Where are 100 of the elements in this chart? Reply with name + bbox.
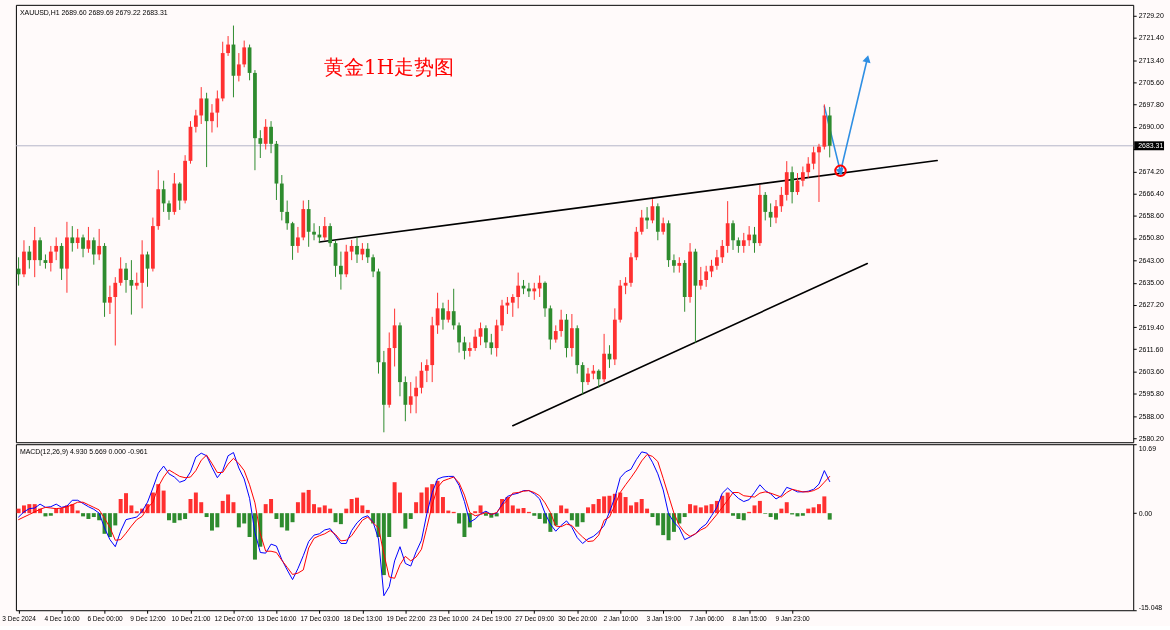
- candlestick: [242, 40, 247, 68]
- bar: [161, 490, 166, 514]
- candlestick: [441, 302, 445, 331]
- candlestick: [408, 381, 413, 414]
- candlestick: [489, 333, 494, 356]
- candlestick: [215, 90, 220, 128]
- candlestick: [193, 109, 198, 133]
- candlestick: [817, 143, 821, 203]
- bar: [682, 513, 687, 518]
- candlestick: [322, 216, 327, 241]
- candlestick: [349, 239, 354, 261]
- candlestick: [296, 226, 300, 254]
- candlestick: [161, 180, 166, 213]
- candlestick: [768, 202, 773, 228]
- bar: [365, 509, 370, 514]
- bar: [43, 513, 48, 517]
- candlestick: [580, 361, 585, 396]
- bar: [478, 505, 483, 514]
- candlestick: [210, 103, 214, 133]
- candlestick: [424, 358, 429, 383]
- candlestick: [414, 375, 418, 414]
- candlestick: [70, 225, 75, 253]
- candlestick: [451, 288, 456, 331]
- candlestick: [494, 319, 499, 358]
- candlestick: [199, 86, 204, 125]
- candlestick: [124, 262, 128, 294]
- candlestick: [371, 253, 376, 278]
- candlestick: [81, 234, 85, 258]
- candlestick: [720, 239, 725, 264]
- bar: [757, 500, 762, 514]
- bar: [741, 513, 746, 521]
- bar: [338, 513, 343, 525]
- candlestick: [800, 166, 805, 187]
- bar: [650, 513, 655, 518]
- candlestick: [457, 322, 461, 354]
- candlestick: [704, 265, 709, 288]
- candlestick: [586, 367, 590, 386]
- bar: [290, 513, 295, 523]
- candlestick: [54, 236, 59, 261]
- bar: [188, 498, 193, 514]
- candlestick: [27, 245, 32, 270]
- candlestick: [500, 299, 504, 332]
- candlestick: [484, 324, 488, 349]
- candlestick: [516, 272, 521, 309]
- bar: [403, 513, 408, 529]
- candlestick: [339, 251, 343, 291]
- candlestick: [569, 313, 574, 358]
- candlestick: [747, 225, 752, 247]
- candlestick: [38, 236, 42, 267]
- candlestick: [784, 160, 789, 202]
- candlestick: [355, 236, 359, 264]
- candlestick: [344, 244, 349, 278]
- candlestick: [527, 282, 531, 298]
- candlestick: [91, 236, 96, 266]
- candlestick: [226, 35, 230, 57]
- bar: [408, 513, 413, 519]
- candlestick: [725, 200, 730, 254]
- bar: [274, 513, 279, 519]
- candlestick: [118, 256, 123, 287]
- candlestick: [258, 129, 263, 159]
- candlestick: [596, 368, 601, 389]
- bar: [81, 513, 86, 517]
- candlestick: [312, 222, 316, 241]
- bar: [827, 513, 832, 520]
- candlestick: [473, 329, 478, 352]
- candlestick: [510, 293, 515, 318]
- candlestick: [403, 375, 408, 422]
- candlestick: [328, 222, 333, 248]
- bar: [559, 505, 564, 514]
- candlestick: [48, 245, 53, 272]
- bar: [731, 513, 736, 516]
- candlestick: [731, 219, 735, 251]
- candlestick: [32, 226, 37, 278]
- candlestick: [365, 242, 370, 264]
- candlestick: [698, 266, 703, 291]
- candlestick: [263, 118, 268, 150]
- candlestick: [741, 232, 746, 254]
- candlestick: [108, 285, 112, 315]
- candlestick: [779, 186, 784, 213]
- candlestick: [285, 200, 290, 231]
- bar: [580, 513, 585, 523]
- candlestick: [22, 239, 26, 278]
- candlestick: [75, 228, 80, 250]
- candlestick: [672, 253, 676, 274]
- candlestick: [167, 200, 171, 221]
- candlestick: [446, 299, 451, 324]
- candlestick: [806, 156, 811, 179]
- candlestick: [639, 209, 644, 236]
- bar: [48, 513, 53, 516]
- bar: [532, 513, 537, 516]
- candlestick: [559, 309, 564, 338]
- candlestick: [790, 166, 795, 204]
- candlestick: [715, 249, 719, 271]
- candlestick: [177, 181, 182, 211]
- candlestick: [763, 191, 768, 221]
- bar: [800, 513, 805, 516]
- bar: [784, 502, 789, 514]
- text: 黄金1H走势图: [324, 56, 455, 80]
- candlestick: [236, 52, 241, 82]
- candlestick: [113, 276, 118, 346]
